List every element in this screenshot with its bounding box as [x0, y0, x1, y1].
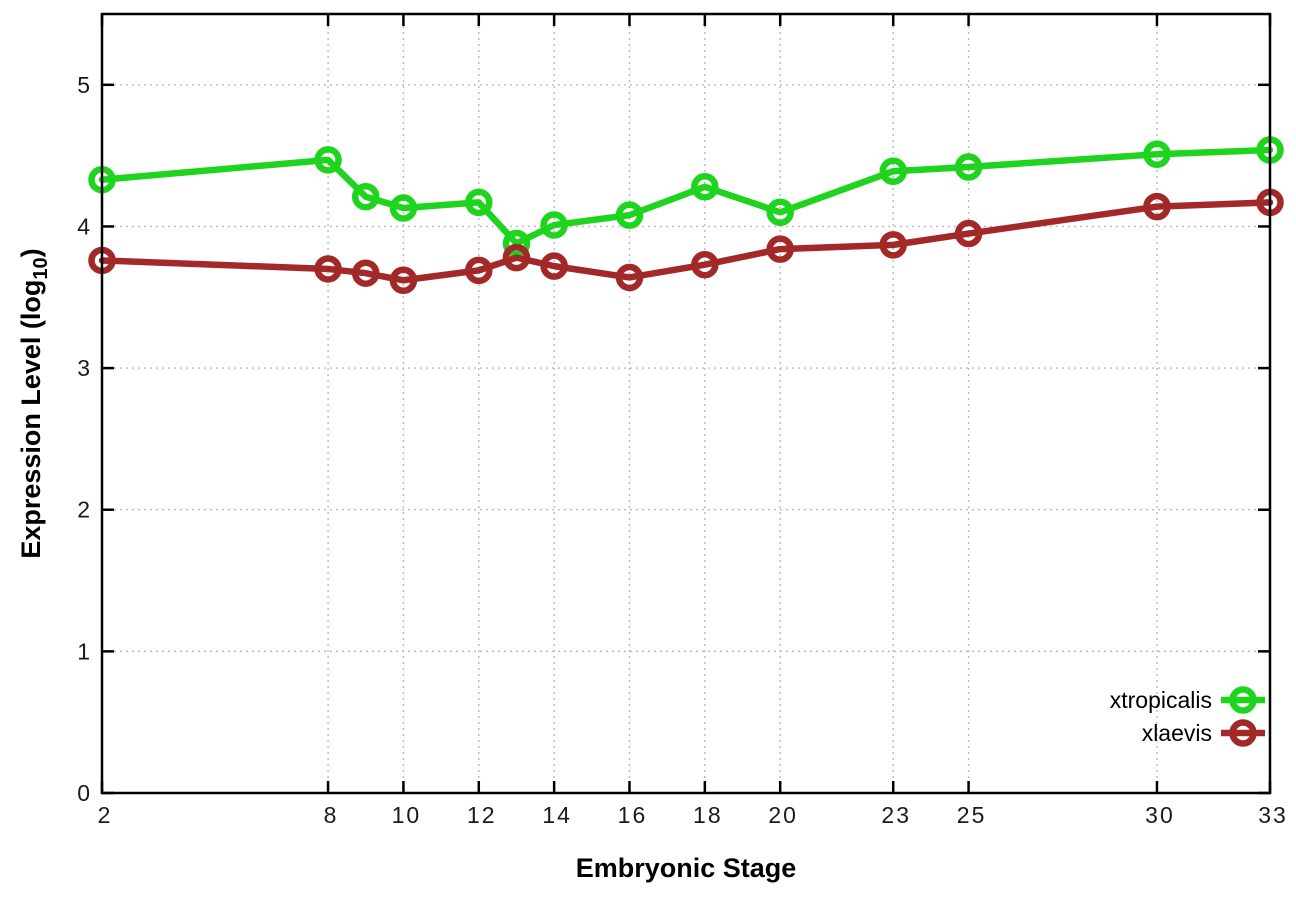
data-point-xtropicalis [1143, 140, 1171, 168]
y-tick-label: 1 [77, 638, 92, 664]
legend-label-xlaevis: xlaevis [1142, 720, 1212, 746]
data-point-xtropicalis [540, 211, 568, 239]
plot-border [100, 12, 1272, 795]
legend-sample-marker-xlaevis [1229, 719, 1257, 747]
x-tick-label: 16 [618, 802, 648, 828]
data-point-xtropicalis [879, 157, 907, 185]
y-tick-label: 3 [77, 355, 92, 381]
data-point-xlaevis [502, 243, 531, 272]
data-point-xtropicalis [502, 229, 531, 258]
data-point-xlaevis [691, 250, 719, 279]
data-point-xtropicalis [314, 146, 342, 174]
data-point-xlaevis [879, 231, 907, 259]
x-axis-title: Embryonic Stage [576, 853, 797, 883]
y-tick-label: 4 [77, 213, 92, 239]
x-tick-label: 18 [693, 802, 723, 828]
data-point-xtropicalis [351, 182, 380, 211]
series-line-xtropicalis [98, 146, 1274, 247]
x-tick-label: 30 [1145, 802, 1175, 828]
data-point-xlaevis [954, 219, 983, 248]
x-tick-label: 10 [392, 802, 422, 828]
data-point-xtropicalis [691, 173, 719, 201]
data-point-xlaevis [389, 266, 418, 295]
y-tick-label: 0 [77, 780, 92, 806]
x-tick-label: 8 [324, 802, 339, 828]
data-point-xtropicalis [615, 201, 644, 229]
series-line-xlaevis [98, 199, 1274, 284]
x-tick-label: 2 [98, 802, 113, 828]
x-tick-label: 33 [1258, 802, 1288, 828]
data-point-xlaevis [540, 252, 568, 280]
data-point-xtropicalis [389, 194, 418, 222]
x-tick-label: 23 [881, 802, 911, 828]
data-point-xtropicalis [954, 153, 983, 181]
x-tick-label: 12 [467, 802, 497, 828]
data-point-xlaevis [615, 263, 644, 292]
y-axis-title: Expression Level (log10) [16, 248, 52, 558]
data-point-xtropicalis [465, 188, 493, 217]
data-point-xlaevis [766, 235, 794, 263]
data-point-xlaevis [465, 256, 493, 285]
legend-label-xtropicalis: xtropicalis [1110, 687, 1212, 713]
data-point-xlaevis [1143, 192, 1171, 221]
x-tick-label: 14 [542, 802, 572, 828]
data-point-xtropicalis [766, 198, 794, 227]
y-tick-label: 5 [77, 72, 92, 98]
legend-sample-marker-xtropicalis [1229, 686, 1257, 714]
data-point-xlaevis [351, 259, 380, 287]
y-tick-label: 2 [77, 497, 92, 523]
x-tick-label: 25 [957, 802, 987, 828]
x-tick-label: 20 [768, 802, 798, 828]
data-point-xlaevis [314, 255, 342, 283]
